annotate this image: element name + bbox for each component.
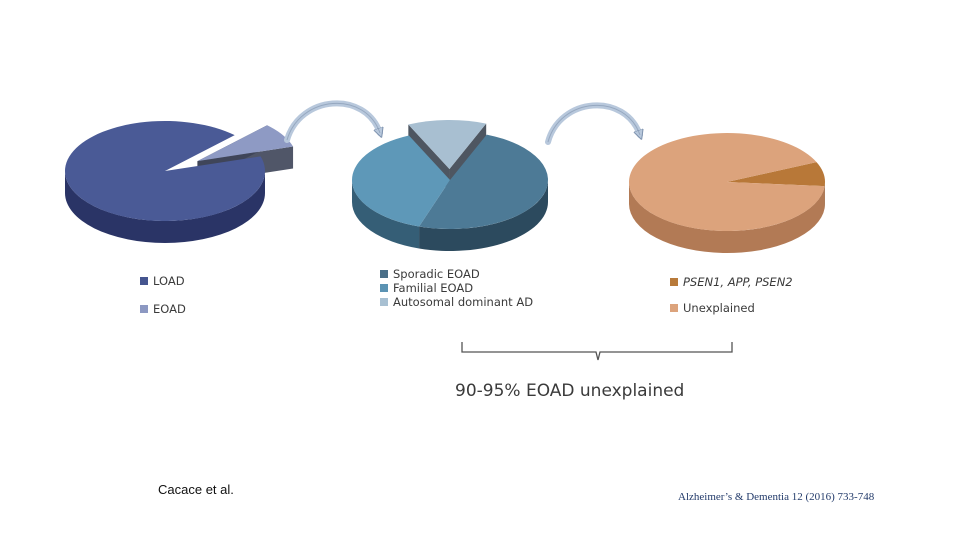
pie-side-sporadic-eoad — [419, 180, 548, 251]
legend-swatch-eoad — [140, 305, 148, 313]
pie-chart-eoad-types — [352, 120, 548, 251]
legend-item-eoad: EOAD — [140, 302, 186, 316]
pie-side-familial-eoad — [352, 180, 420, 249]
pie-slice-unexplained — [628, 132, 825, 231]
legend-label-unexplained: Unexplained — [683, 301, 755, 315]
legend-onset: LOAD EOAD — [140, 274, 186, 330]
pie-slice-familial-eoad — [352, 135, 450, 227]
pie-side-load — [65, 171, 265, 243]
legend-item-familial: Familial EOAD — [380, 281, 533, 295]
arrow-1-outline — [286, 102, 381, 141]
legend-label-load: LOAD — [153, 274, 185, 288]
pie-slice-autosomal-dominant-ad — [408, 120, 487, 170]
legend-eoad-types: Sporadic EOAD Familial EOAD Autosomal do… — [380, 267, 533, 309]
legend-item-sporadic: Sporadic EOAD — [380, 267, 533, 281]
pie-chart-onset — [65, 120, 294, 243]
pie-slice-sporadic-eoad — [419, 134, 548, 229]
pie-slice-load — [65, 120, 266, 221]
pie-slice-eoad — [197, 125, 294, 162]
credit-text: Cacace et al. — [158, 482, 234, 497]
bracket — [461, 342, 733, 361]
legend-label-eoad: EOAD — [153, 302, 186, 316]
legend-swatch-load — [140, 277, 148, 285]
legend-label-familial: Familial EOAD — [393, 281, 474, 295]
pie-slice-psen1-app-psen2 — [727, 162, 825, 187]
pie-chart-genetics — [628, 132, 825, 253]
legend-item-psen: PSEN1, APP, PSEN2 — [670, 275, 793, 289]
legend-swatch-familial — [380, 284, 388, 292]
legend-item-unexplained: Unexplained — [670, 301, 793, 315]
arrow-1 — [284, 100, 380, 143]
legend-swatch-unexplained — [670, 304, 678, 312]
legend-label-sporadic: Sporadic EOAD — [393, 267, 480, 281]
pie-side-unexplained — [629, 182, 825, 253]
citation-text: Alzheimer’s & Dementia 12 (2016) 733-748 — [678, 491, 875, 503]
legend-label-psen: PSEN1, APP, PSEN2 — [683, 275, 793, 289]
legend-swatch-sporadic — [380, 270, 388, 278]
legend-item-autosomal: Autosomal dominant AD — [380, 295, 533, 309]
legend-label-autosomal: Autosomal dominant AD — [393, 295, 534, 309]
arrow-2 — [545, 102, 640, 145]
legend-swatch-autosomal — [380, 298, 388, 306]
legend-swatch-psen — [670, 278, 678, 286]
legend-item-load: LOAD — [140, 274, 186, 288]
legend-genetics: PSEN1, APP, PSEN2 Unexplained — [670, 275, 793, 327]
summary-label: 90-95% EOAD unexplained — [455, 381, 685, 401]
arrow-2-outline — [547, 104, 641, 143]
